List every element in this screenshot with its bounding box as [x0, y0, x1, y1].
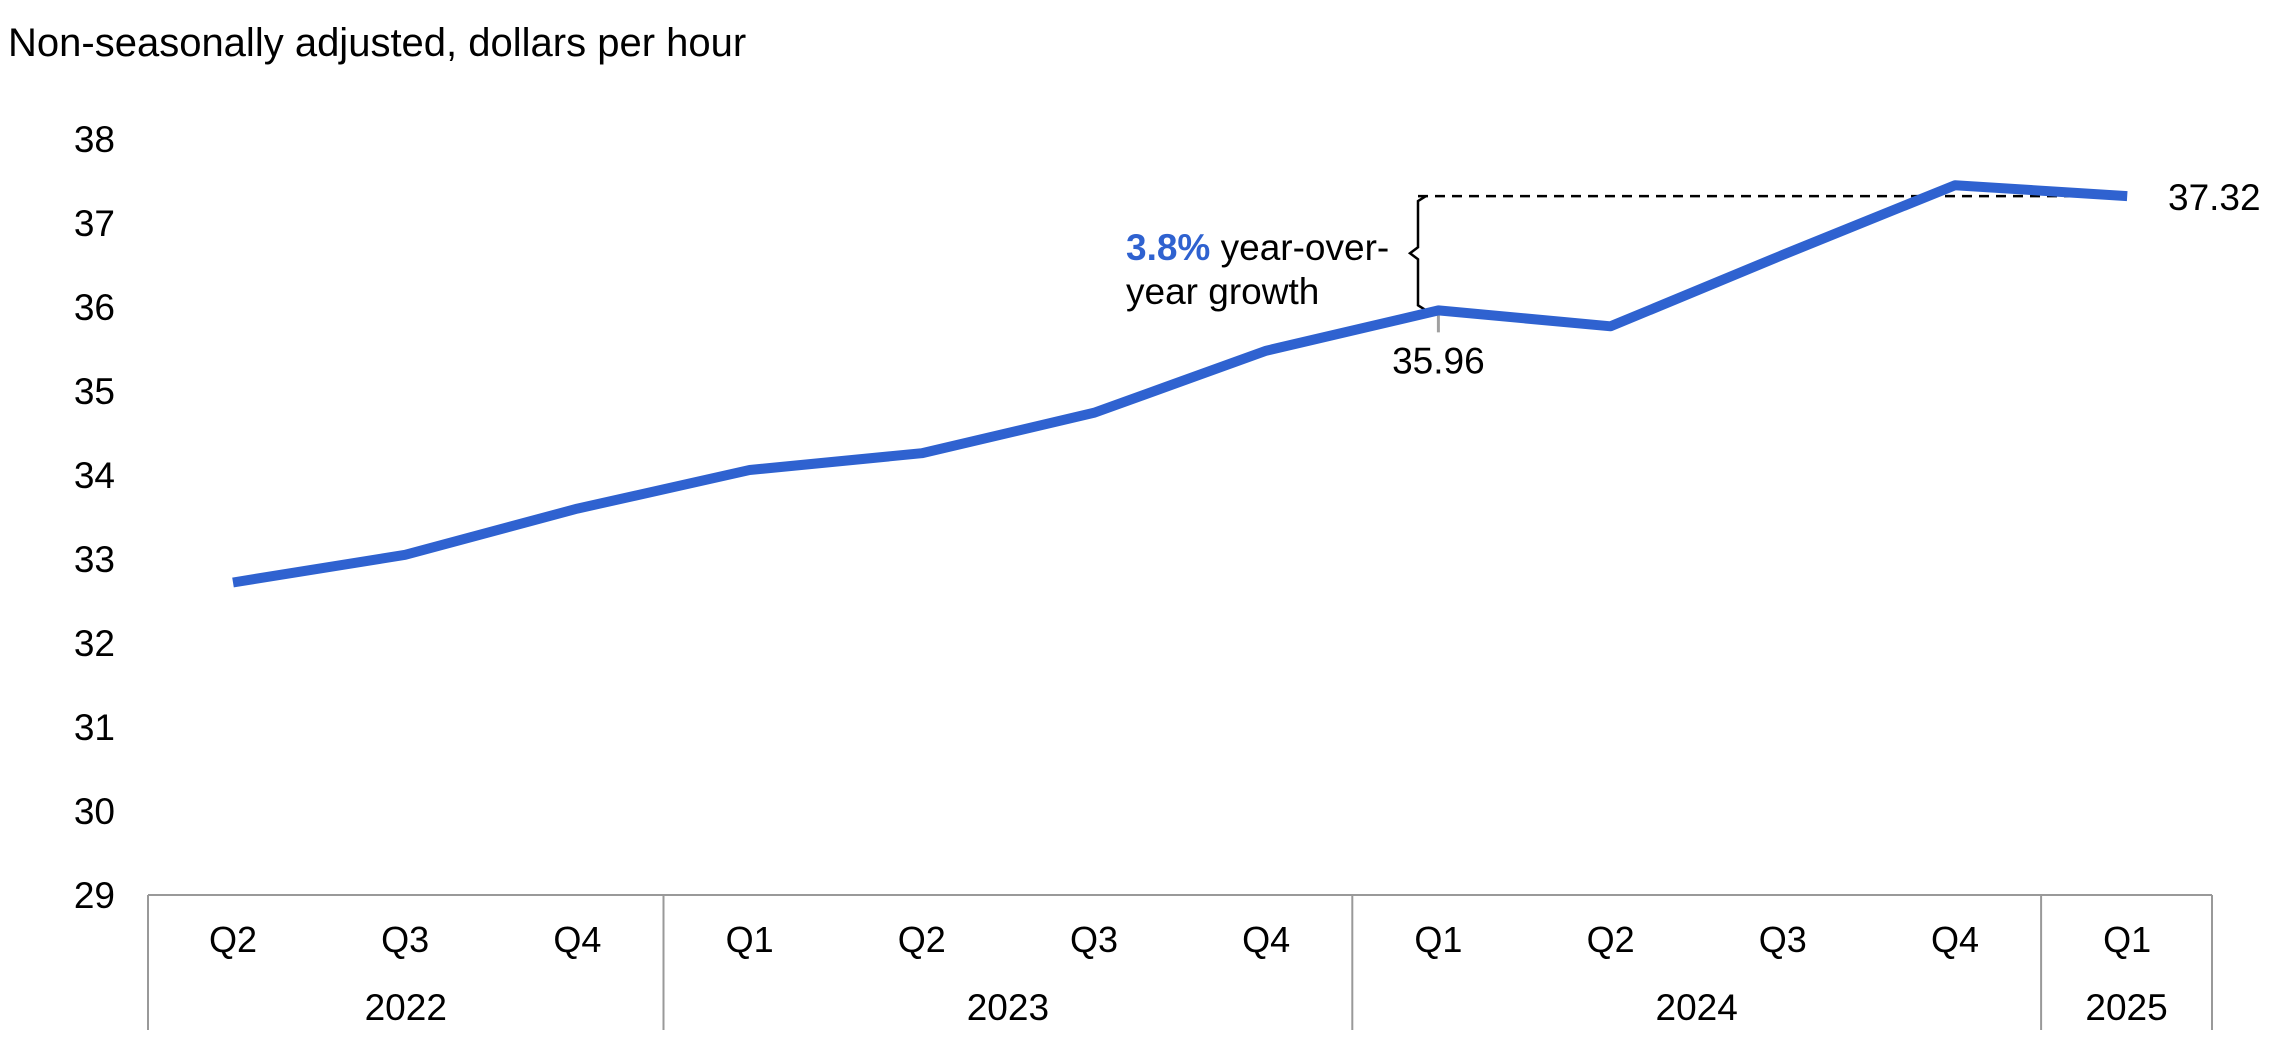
y-tick-label: 38 — [74, 119, 115, 160]
series-line — [232, 180, 2128, 588]
growth-annotation: 35.96 37.32 3.8% year-over-year growth — [1126, 177, 2261, 381]
year-label: 2023 — [967, 987, 1049, 1028]
chart-subtitle: Non-seasonally adjusted, dollars per hou… — [8, 21, 746, 65]
y-tick-label: 36 — [74, 287, 115, 328]
year-label: 2025 — [2085, 987, 2167, 1028]
year-label: 2022 — [365, 987, 447, 1028]
y-tick-label: 33 — [74, 539, 115, 580]
point-label-high: 37.32 — [2168, 177, 2261, 218]
x-tick-label: Q2 — [1587, 919, 1635, 960]
x-tick-label: Q1 — [726, 919, 774, 960]
growth-text-line2: year growth — [1126, 271, 1319, 312]
point-label-low: 35.96 — [1392, 340, 1485, 381]
x-axis: Q2 Q3 Q4 Q1 Q2 Q3 Q4 Q1 Q2 Q3 Q4 Q1 2022 2023 2024 2025 — [147, 894, 2213, 1030]
x-tick-label: Q1 — [2103, 919, 2151, 960]
x-tick-label: Q4 — [553, 919, 601, 960]
x-tick-label: Q2 — [898, 919, 946, 960]
growth-percent: 3.8% — [1126, 227, 1210, 268]
x-tick-label: Q3 — [1070, 919, 1118, 960]
plot-area — [232, 180, 2128, 588]
x-tick-label: Q2 — [209, 919, 257, 960]
y-tick-label: 30 — [74, 791, 115, 832]
y-tick-label: 31 — [74, 707, 115, 748]
x-tick-label: Q4 — [1931, 919, 1979, 960]
x-tick-label: Q3 — [381, 919, 429, 960]
y-tick-label: 34 — [74, 455, 115, 496]
y-tick-label: 35 — [74, 371, 115, 412]
x-tick-label: Q4 — [1242, 919, 1290, 960]
y-tick-label: 32 — [74, 623, 115, 664]
growth-text-line1: 3.8% year-over- — [1126, 227, 1389, 268]
year-label: 2024 — [1656, 987, 1738, 1028]
y-tick-label: 37 — [74, 203, 115, 244]
x-tick-label: Q3 — [1759, 919, 1807, 960]
growth-bracket — [1407, 195, 1427, 312]
growth-text-rest: year-over- — [1210, 227, 1389, 268]
x-tick-label: Q1 — [1414, 919, 1462, 960]
y-axis: 29 30 31 32 33 34 35 36 37 38 — [74, 119, 115, 916]
y-tick-label: 29 — [74, 875, 115, 916]
